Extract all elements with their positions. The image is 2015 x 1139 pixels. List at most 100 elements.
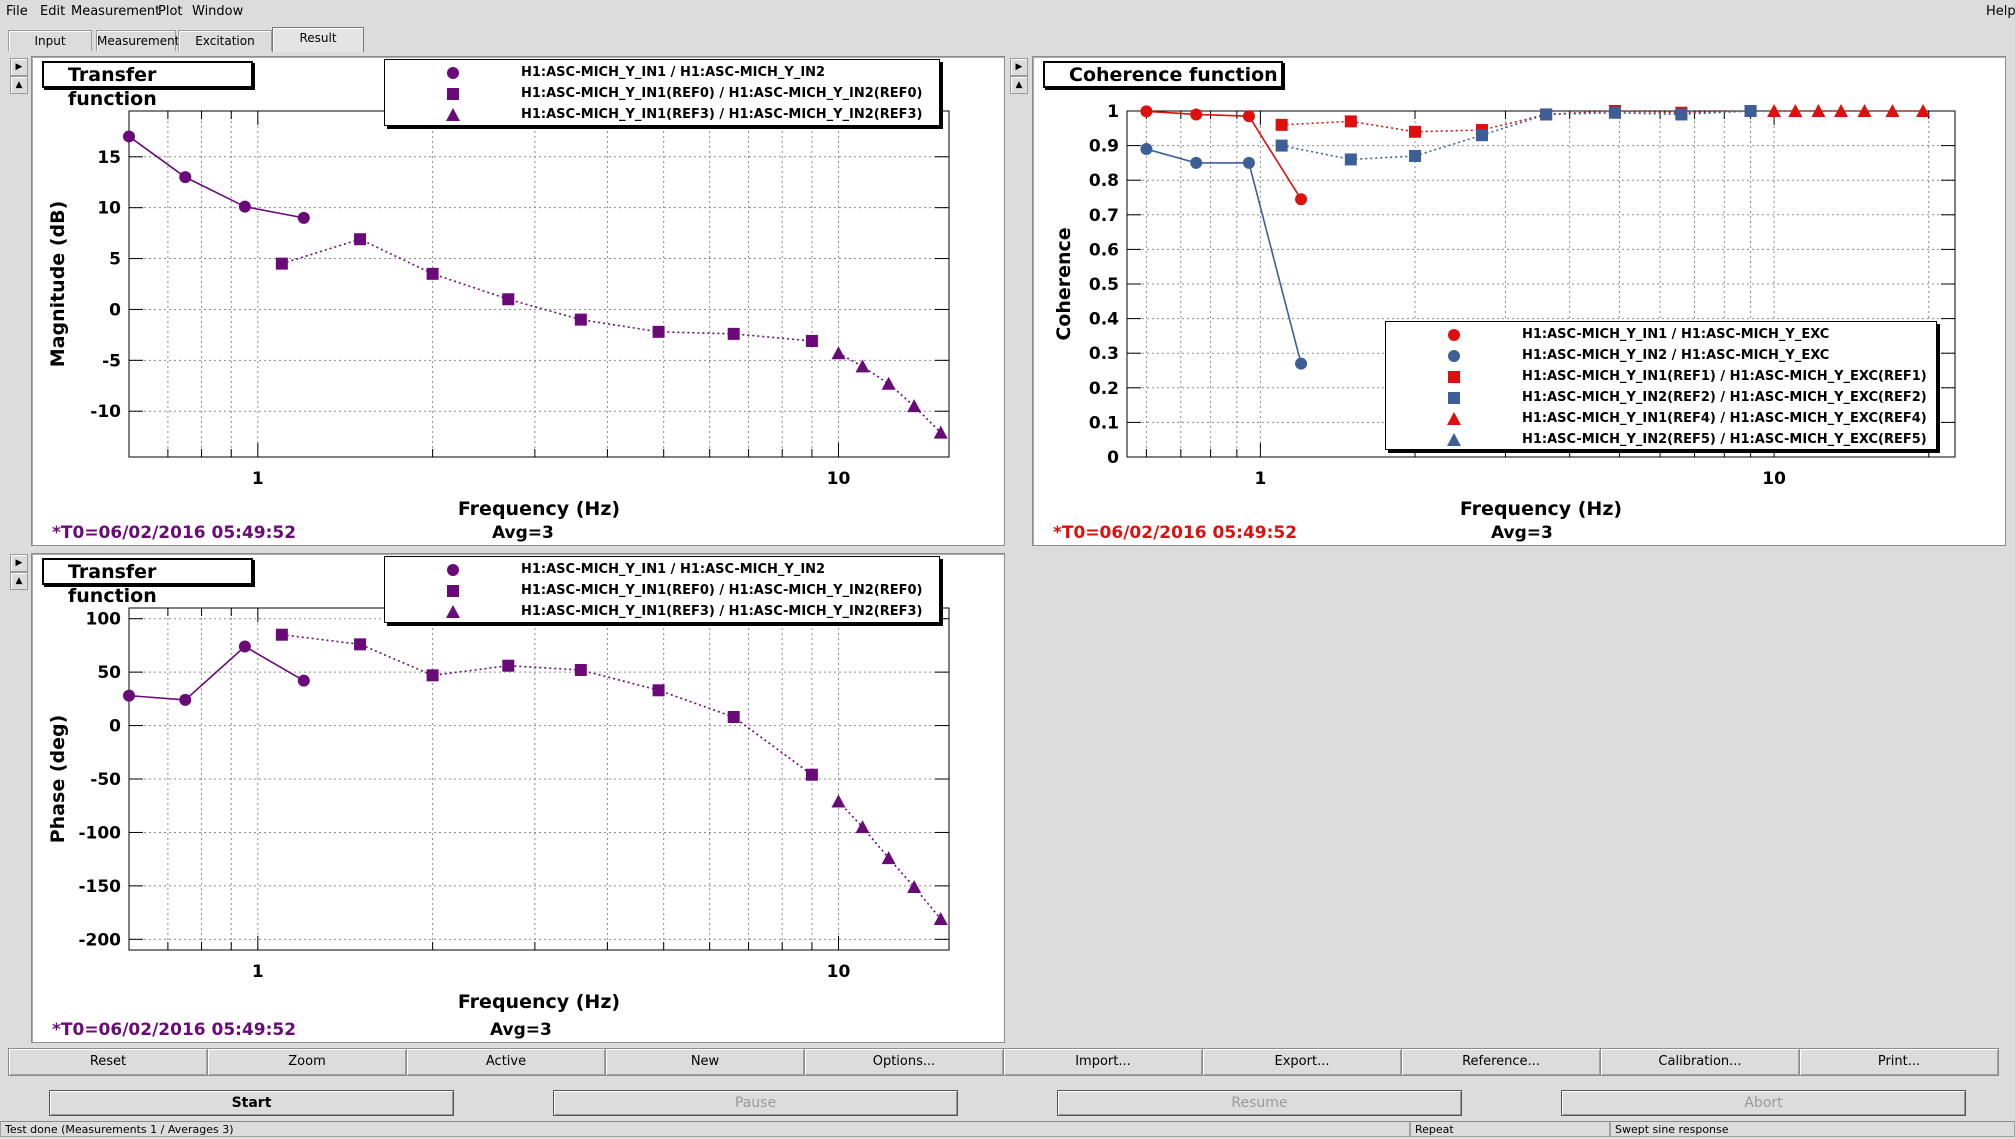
- data-point: [1275, 139, 1288, 152]
- data-point: [574, 313, 587, 326]
- data-point: [1409, 125, 1422, 138]
- data-point: [1675, 108, 1688, 121]
- panel-title: Transfer function: [42, 61, 253, 110]
- series: [1275, 105, 1757, 166]
- tab-measurement[interactable]: Measurement: [96, 30, 179, 51]
- y-tick-label: -5: [102, 351, 121, 371]
- new-button[interactable]: New: [605, 1048, 805, 1076]
- coherence-plot[interactable]: 0 0.1 0.2 0.3 0.4 0.5 0.6 0.7 0.8 0.9 1 1 10 Frequenc…: [1033, 57, 2005, 545]
- calibration-button[interactable]: Calibration...: [1600, 1048, 1800, 1076]
- data-point: [727, 327, 740, 340]
- y-tick-label: -10: [90, 402, 121, 422]
- data-point: [297, 211, 310, 224]
- y-tick-label: 10: [97, 199, 121, 219]
- coherence-function-panel[interactable]: 0 0.1 0.2 0.3 0.4 0.5 0.6 0.7 0.8 0.9 1 1 10 Frequenc…: [1032, 56, 2006, 546]
- panel-title: Transfer function: [42, 558, 253, 607]
- panel2-collapse-arrow-icon[interactable]: ▲: [1010, 76, 1028, 94]
- data-point: [805, 768, 818, 781]
- series-line: [128, 645, 305, 701]
- series: [831, 794, 948, 926]
- y-tick-label: 5: [109, 250, 121, 270]
- x-tick-label: 1: [252, 469, 264, 489]
- timestamp: *T0=06/02/2016 05:49:52: [52, 523, 297, 543]
- menu-edit[interactable]: Edit: [40, 4, 66, 19]
- data-point: [297, 674, 310, 687]
- phase-plot[interactable]: -200 -150 -100 -50 0 50 100 1 10 Frequency (Hz) Ph…: [32, 554, 1004, 1042]
- data-point: [855, 359, 870, 373]
- y-tick-label: 1: [1107, 102, 1119, 122]
- averages: Avg=3: [490, 1020, 552, 1040]
- data-point: [426, 267, 439, 280]
- legend-label: H1:ASC-MICH_Y_IN1(REF1) / H1:ASC-MICH_Y_…: [1522, 369, 1927, 384]
- panel2-expand-arrow-icon[interactable]: ▶: [1010, 58, 1028, 76]
- y-tick-label: -100: [78, 823, 121, 843]
- panel1-expand-arrow-icon[interactable]: ▶: [10, 58, 28, 76]
- resume-button[interactable]: Resume: [1057, 1090, 1462, 1116]
- panel-title: Coherence function: [1043, 61, 1283, 88]
- x-axis-label: Frequency (Hz): [1460, 498, 1622, 520]
- reference-button[interactable]: Reference...: [1401, 1048, 1601, 1076]
- panel1-collapse-arrow-icon[interactable]: ▲: [10, 76, 28, 94]
- data-point: [1140, 143, 1153, 156]
- legend: H1:ASC-MICH_Y_IN1 / H1:ASC-MICH_Y_IN2 H1:…: [384, 556, 940, 623]
- print-button[interactable]: Print...: [1799, 1048, 1999, 1076]
- legend-marker: [447, 564, 459, 576]
- triangle-marker-icon: [1447, 433, 1461, 446]
- transfer-function-phase-panel[interactable]: -200 -150 -100 -50 0 50 100 1 10 Frequency (Hz) Ph…: [31, 553, 1005, 1043]
- data-point: [881, 851, 896, 865]
- legend-label: H1:ASC-MICH_Y_IN1(REF3) / H1:ASC-MICH_Y_…: [521, 107, 923, 122]
- tab-excitation[interactable]: Excitation: [178, 30, 272, 51]
- data-point: [1811, 104, 1826, 117]
- import-button[interactable]: Import...: [1003, 1048, 1203, 1076]
- reset-button[interactable]: Reset: [8, 1048, 208, 1076]
- data-point: [354, 638, 367, 651]
- data-point: [652, 325, 665, 338]
- data-point: [123, 689, 135, 702]
- legend-entry: H1:ASC-MICH_Y_IN2 / H1:ASC-MICH_Y_EXC: [1386, 346, 1936, 366]
- legend-entry: H1:ASC-MICH_Y_IN2(REF2) / H1:ASC-MICH_Y_…: [1386, 388, 1936, 408]
- data-point: [502, 659, 515, 672]
- series: [275, 628, 818, 781]
- legend-entry: H1:ASC-MICH_Y_IN1(REF4) / H1:ASC-MICH_Y_…: [1386, 409, 1936, 429]
- y-tick-label: 0.3: [1089, 344, 1119, 364]
- abort-button[interactable]: Abort: [1561, 1090, 1966, 1116]
- pause-button[interactable]: Pause: [553, 1090, 958, 1116]
- series: [1140, 143, 1308, 370]
- magnitude-plot[interactable]: -10 -5 0 5 10 15 1 10 Frequency (Hz) Magnitude (d…: [32, 57, 1004, 545]
- options-button[interactable]: Options...: [804, 1048, 1004, 1076]
- legend-label: H1:ASC-MICH_Y_IN1 / H1:ASC-MICH_Y_IN2: [521, 562, 826, 577]
- menu-window[interactable]: Window: [192, 4, 244, 19]
- zoom-button[interactable]: Zoom: [207, 1048, 407, 1076]
- y-tick-label: 50: [97, 663, 121, 683]
- y-axis-label: Magnitude (dB): [47, 201, 69, 368]
- data-point: [238, 640, 251, 653]
- series: [831, 346, 948, 439]
- transfer-function-magnitude-panel[interactable]: -10 -5 0 5 10 15 1 10 Frequency (Hz) Magnitude (d…: [31, 56, 1005, 546]
- series-line: [281, 238, 812, 342]
- tab-input[interactable]: Input: [8, 30, 92, 51]
- start-button[interactable]: Start: [49, 1090, 454, 1116]
- export-button[interactable]: Export...: [1202, 1048, 1402, 1076]
- menu-measurement[interactable]: Measurement: [71, 4, 161, 19]
- data-point: [1344, 115, 1357, 128]
- legend-entry: H1:ASC-MICH_Y_IN1(REF3) / H1:ASC-MICH_Y_…: [385, 105, 939, 125]
- data-point: [1767, 104, 1782, 117]
- legend-entry: H1:ASC-MICH_Y_IN1 / H1:ASC-MICH_Y_IN2: [385, 63, 939, 83]
- legend-marker: [1448, 329, 1460, 341]
- plot-frame: [128, 110, 950, 458]
- timestamp: *T0=06/02/2016 05:49:52: [52, 1020, 297, 1040]
- legend-entry: H1:ASC-MICH_Y_IN1(REF0) / H1:ASC-MICH_Y_…: [385, 581, 939, 601]
- x-tick-label: 10: [827, 469, 851, 489]
- circle-marker-icon: [447, 67, 459, 79]
- legend: H1:ASC-MICH_Y_IN1 / H1:ASC-MICH_Y_IN2 H1:…: [384, 59, 940, 126]
- tab-result[interactable]: Result: [272, 27, 364, 52]
- legend-marker: [447, 585, 459, 597]
- menu-plot[interactable]: Plot: [158, 4, 183, 19]
- data-point: [652, 684, 665, 697]
- y-axis-label: Phase (deg): [47, 715, 69, 844]
- menu-help[interactable]: Help: [1986, 4, 2015, 19]
- menu-file[interactable]: File: [6, 4, 28, 19]
- active-button[interactable]: Active: [406, 1048, 606, 1076]
- panel3-expand-arrow-icon[interactable]: ▶: [10, 554, 28, 572]
- panel3-collapse-arrow-icon[interactable]: ▲: [10, 572, 28, 590]
